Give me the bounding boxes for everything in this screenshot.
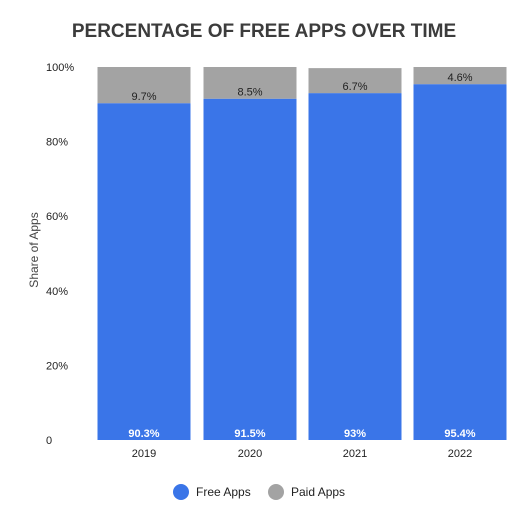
data-label-paid-apps: 6.7% bbox=[342, 81, 367, 93]
y-tick-label: 0 bbox=[46, 435, 52, 447]
data-label-paid-apps: 4.6% bbox=[447, 72, 472, 84]
legend-swatch-free-apps bbox=[173, 484, 189, 500]
bar-paid-apps-2021 bbox=[308, 68, 402, 94]
data-label-free-apps: 91.5% bbox=[234, 428, 265, 440]
bar-free-apps-2019 bbox=[97, 103, 191, 440]
legend-label-free-apps: Free Apps bbox=[196, 485, 251, 499]
legend-swatch-paid-apps bbox=[268, 484, 284, 500]
x-tick-label: 2020 bbox=[238, 448, 262, 460]
bar-paid-apps-2022 bbox=[413, 67, 507, 85]
y-tick-label: 80% bbox=[46, 137, 68, 149]
data-label-free-apps: 93% bbox=[344, 428, 366, 440]
bar-free-apps-2020 bbox=[203, 98, 297, 440]
bars: 90.3% 9.7% 91.5% 8.5% 93% 6.7% 95.4% 4.6% bbox=[97, 67, 507, 441]
bar-paid-apps-2020 bbox=[203, 67, 297, 99]
y-tick-label: 40% bbox=[46, 286, 68, 298]
y-axis-ticks: 0 20% 40% 60% 80% 100% bbox=[46, 62, 74, 447]
bar-free-apps-2021 bbox=[308, 93, 402, 441]
y-axis-label: Share of Apps bbox=[27, 212, 41, 287]
bar-free-apps-2022 bbox=[413, 84, 507, 441]
x-tick-label: 2022 bbox=[448, 448, 472, 460]
chart-title: PERCENTAGE OF FREE APPS OVER TIME bbox=[72, 21, 456, 42]
legend: Free Apps Paid Apps bbox=[173, 484, 345, 500]
x-tick-label: 2019 bbox=[132, 448, 156, 460]
y-tick-label: 100% bbox=[46, 62, 74, 74]
y-tick-label: 20% bbox=[46, 360, 68, 372]
data-label-free-apps: 90.3% bbox=[128, 428, 159, 440]
legend-label-paid-apps: Paid Apps bbox=[291, 485, 345, 499]
data-label-free-apps: 95.4% bbox=[444, 428, 475, 440]
bar-paid-apps-2019 bbox=[97, 67, 191, 104]
x-tick-label: 2021 bbox=[343, 448, 367, 460]
y-tick-label: 60% bbox=[46, 211, 68, 223]
data-label-paid-apps: 9.7% bbox=[131, 91, 156, 103]
x-axis-ticks: 2019 2020 2021 2022 bbox=[132, 448, 472, 460]
data-label-paid-apps: 8.5% bbox=[237, 87, 262, 99]
